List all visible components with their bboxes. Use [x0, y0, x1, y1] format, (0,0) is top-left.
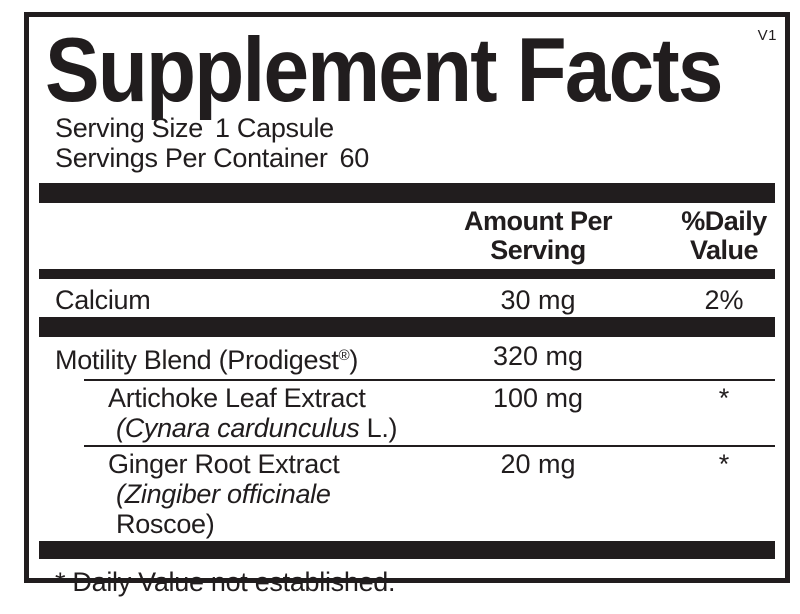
daily-value-footnote: * Daily Value not established. [55, 567, 396, 597]
version-tag: V1 [757, 27, 777, 44]
table-row-ginger: Ginger Root Extract (Zingiber officinale… [84, 445, 775, 541]
ingredient-name: Calcium [55, 285, 151, 315]
latin-name: (Zingiber officinale Roscoe) [116, 479, 331, 539]
divider-bar-bottom [39, 541, 775, 559]
ingredient-daily-value: * [718, 449, 730, 479]
ingredient-amount: 20 mg [500, 449, 576, 479]
divider-bar-header [39, 269, 775, 279]
divider-bar-top [39, 183, 775, 203]
ingredient-daily-value: 2% [704, 285, 744, 315]
supplement-facts-panel: V1 Supplement Facts Serving Size 1 Capsul… [24, 12, 790, 597]
serving-size-line: Serving Size 1 Capsule [55, 113, 775, 143]
serving-size-label: Serving Size [55, 113, 203, 143]
serving-size-value: 1 Capsule [214, 113, 334, 143]
ingredient-daily-value: * [718, 383, 730, 413]
ingredient-amount: 30 mg [500, 285, 576, 315]
latin-name: (Cynara cardunculus L.) [116, 413, 398, 443]
panel-title: Supplement Facts [45, 20, 723, 121]
servings-per-container-label: Servings Per Container [55, 143, 328, 173]
ingredient-amount: 320 mg [492, 341, 584, 371]
servings-per-container-value: 60 [339, 143, 370, 173]
header-amount-per-serving: Amount Per Serving [463, 206, 613, 265]
divider-bar-blend [39, 317, 775, 337]
ingredient-amount: 100 mg [492, 383, 584, 413]
table-row-artichoke: Artichoke Leaf Extract (Cynara carduncul… [84, 379, 775, 445]
table-row-calcium: Calcium 30 mg 2% [39, 279, 775, 317]
table-row-motility-blend: Motility Blend (Prodigest®) 320 mg [39, 341, 775, 375]
serving-info: Serving Size 1 Capsule Servings Per Conta… [55, 113, 775, 173]
registered-trademark-symbol: ® [338, 347, 350, 364]
ingredient-name: Motility Blend (Prodigest®) [55, 345, 359, 375]
table-header-row: Amount Per Serving %Daily Value [39, 207, 775, 265]
ingredient-name: Artichoke Leaf Extract (Cynara carduncul… [84, 383, 428, 443]
servings-per-container-line: Servings Per Container 60 [55, 143, 775, 173]
ingredient-name: Ginger Root Extract (Zingiber officinale… [84, 449, 428, 539]
header-daily-value: %Daily Value [681, 206, 767, 265]
